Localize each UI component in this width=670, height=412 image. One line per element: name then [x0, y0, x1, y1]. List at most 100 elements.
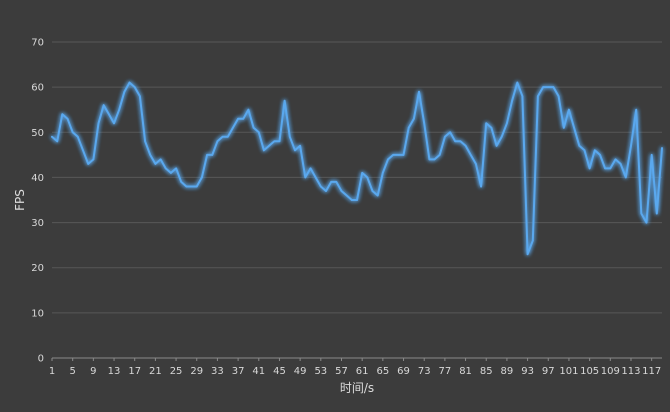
- data-point: [454, 140, 457, 143]
- data-point: [139, 95, 141, 97]
- data-point: [273, 140, 276, 143]
- y-tick-label: 70: [31, 38, 44, 49]
- data-point: [661, 147, 663, 149]
- x-tick-label: 93: [521, 366, 534, 377]
- data-point: [459, 140, 462, 143]
- x-tick-label: 77: [439, 366, 452, 377]
- axes: 0 10 20 30 40 50 60 70 1 5 9 13 17 21 25 29 33 37 41 45 49 53…: [31, 38, 662, 377]
- data-point: [413, 117, 415, 120]
- data-point: [433, 158, 436, 161]
- x-tick-label: 29: [190, 366, 203, 377]
- data-point: [588, 167, 591, 170]
- data-point: [77, 136, 79, 138]
- data-point: [180, 181, 182, 183]
- data-point: [449, 131, 451, 134]
- data-point: [118, 108, 120, 111]
- y-tick-label: 40: [31, 173, 44, 184]
- data-point: [258, 131, 260, 134]
- data-point: [542, 86, 544, 88]
- data-point: [325, 190, 327, 192]
- data-point: [656, 212, 658, 215]
- data-point: [133, 86, 136, 88]
- data-point: [609, 167, 612, 170]
- x-tick-label: 85: [480, 366, 493, 377]
- data-point: [320, 185, 322, 188]
- data-point: [159, 158, 162, 161]
- data-point: [361, 172, 364, 174]
- data-point: [51, 136, 53, 138]
- data-point: [619, 163, 622, 165]
- data-point: [480, 185, 482, 188]
- data-point: [387, 158, 389, 161]
- data-point: [66, 117, 69, 120]
- data-point: [547, 86, 550, 88]
- x-tick-label: 73: [418, 366, 431, 377]
- data-point: [614, 158, 617, 161]
- x-tick-label: 25: [170, 366, 183, 377]
- data-point: [423, 122, 426, 125]
- data-point: [61, 113, 64, 115]
- data-point: [464, 145, 467, 147]
- data-point: [294, 149, 296, 152]
- x-tick-label: 61: [356, 366, 369, 377]
- data-point: [500, 136, 503, 138]
- x-tick-label: 41: [252, 366, 265, 377]
- data-point: [237, 117, 239, 120]
- y-tick-label: 0: [38, 354, 44, 365]
- data-point: [604, 167, 606, 170]
- data-point: [469, 154, 472, 156]
- data-point: [211, 154, 214, 156]
- data-point: [175, 167, 177, 170]
- data-point: [278, 140, 281, 143]
- data-point: [371, 190, 374, 192]
- data-point: [552, 86, 555, 88]
- x-tick-label: 33: [211, 366, 224, 377]
- data-point: [640, 212, 643, 215]
- x-tick-label: 9: [90, 366, 96, 377]
- data-point: [97, 122, 100, 125]
- data-point: [113, 122, 115, 125]
- data-point: [402, 154, 405, 156]
- y-tick-label: 60: [31, 83, 44, 94]
- y-axis-label: FPS: [13, 189, 27, 211]
- data-point: [650, 154, 653, 156]
- data-point: [537, 95, 539, 97]
- data-point: [630, 145, 632, 147]
- data-point: [438, 154, 441, 156]
- data-point: [252, 127, 255, 129]
- data-point: [232, 127, 234, 129]
- x-tick-label: 45: [273, 366, 286, 377]
- data-point: [247, 108, 250, 111]
- data-point: [428, 158, 431, 161]
- data-point: [164, 167, 167, 170]
- data-point: [645, 221, 648, 224]
- data-point: [532, 239, 534, 242]
- data-point: [578, 145, 581, 147]
- data-point: [345, 194, 348, 197]
- data-point: [206, 154, 208, 156]
- data-point: [268, 145, 270, 147]
- data-point: [516, 81, 519, 84]
- x-tick-label: 49: [294, 366, 307, 377]
- data-point: [573, 127, 575, 129]
- data-point: [149, 154, 151, 156]
- data-point: [625, 176, 627, 179]
- x-tick-label: 89: [501, 366, 514, 377]
- x-tick-label: 53: [314, 366, 327, 377]
- x-tick-label: 117: [642, 366, 661, 377]
- data-point: [330, 181, 333, 183]
- data-point: [351, 199, 353, 201]
- data-point: [170, 172, 172, 174]
- data-point: [304, 176, 307, 179]
- data-point: [495, 145, 498, 147]
- data-point: [92, 158, 95, 161]
- x-tick-label: 1: [49, 366, 55, 377]
- data-point: [526, 253, 529, 255]
- data-point: [87, 163, 89, 165]
- data-point: [511, 99, 513, 102]
- data-point: [356, 199, 358, 201]
- data-point: [635, 108, 637, 111]
- y-tick-label: 30: [31, 218, 44, 229]
